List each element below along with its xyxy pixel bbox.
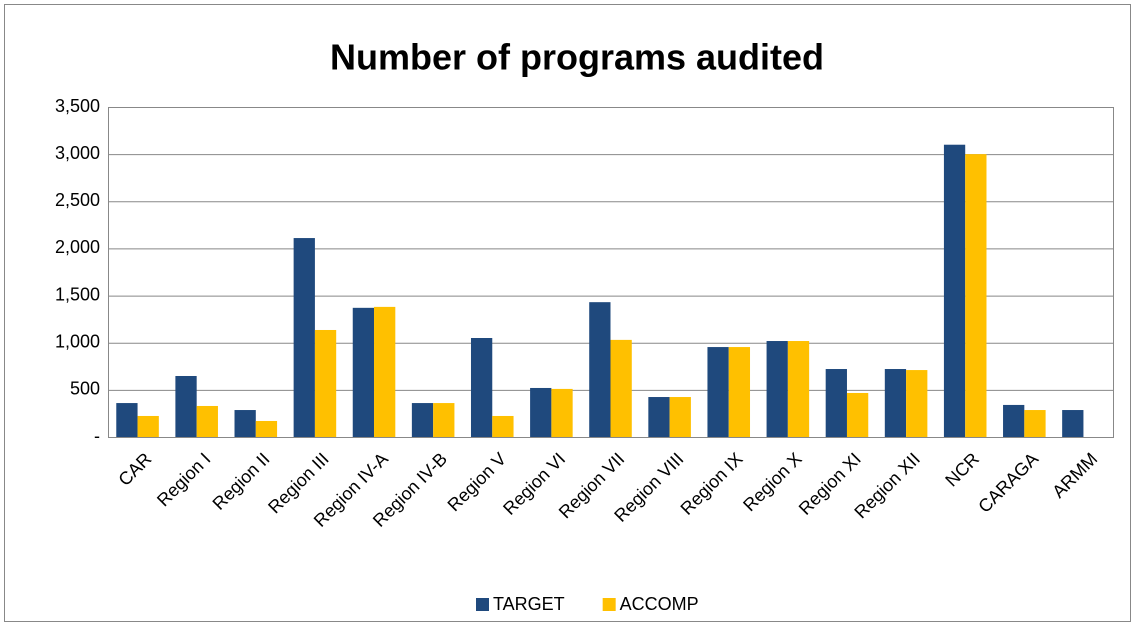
bar — [648, 397, 670, 437]
bar — [728, 347, 751, 437]
bar — [1062, 410, 1084, 437]
bar — [255, 420, 278, 437]
bar — [293, 238, 315, 437]
bar — [1003, 404, 1025, 437]
bar — [551, 388, 573, 437]
bar — [1024, 410, 1046, 437]
bar — [314, 329, 337, 437]
bar — [137, 415, 159, 437]
y-tick-label: 2,000 — [55, 237, 100, 257]
bar — [825, 369, 847, 437]
bar — [846, 392, 869, 437]
bar — [196, 405, 218, 437]
y-tick-label: 3,500 — [55, 96, 100, 116]
bar — [492, 415, 514, 437]
y-tick-label: 500 — [70, 379, 100, 399]
bar — [352, 307, 375, 437]
bar — [766, 341, 788, 437]
legend-swatch — [602, 598, 616, 611]
bar — [530, 387, 552, 437]
y-tick-label: 1,000 — [55, 331, 100, 351]
bar — [669, 397, 691, 437]
y-tick-label: 3,000 — [55, 143, 100, 163]
chart-title: Number of programs audited — [330, 37, 824, 78]
y-tick-label: - — [94, 426, 100, 446]
bar — [707, 347, 729, 437]
bar — [433, 403, 455, 437]
bar — [884, 369, 907, 437]
y-tick-label: 1,500 — [55, 284, 100, 304]
legend-label: ACCOMP — [620, 594, 699, 614]
legend-swatch — [476, 598, 489, 611]
y-tick-label: 2,500 — [55, 190, 100, 210]
bar — [411, 403, 434, 437]
bar — [234, 410, 256, 437]
bar — [906, 370, 928, 437]
bar — [470, 338, 493, 437]
legend-label: TARGET — [493, 594, 565, 614]
bar — [965, 154, 987, 437]
bar — [787, 341, 810, 437]
bar — [589, 302, 611, 437]
bar — [116, 403, 138, 437]
bar — [374, 306, 396, 437]
bar — [943, 144, 966, 437]
bar — [175, 375, 197, 437]
bar — [610, 339, 632, 437]
